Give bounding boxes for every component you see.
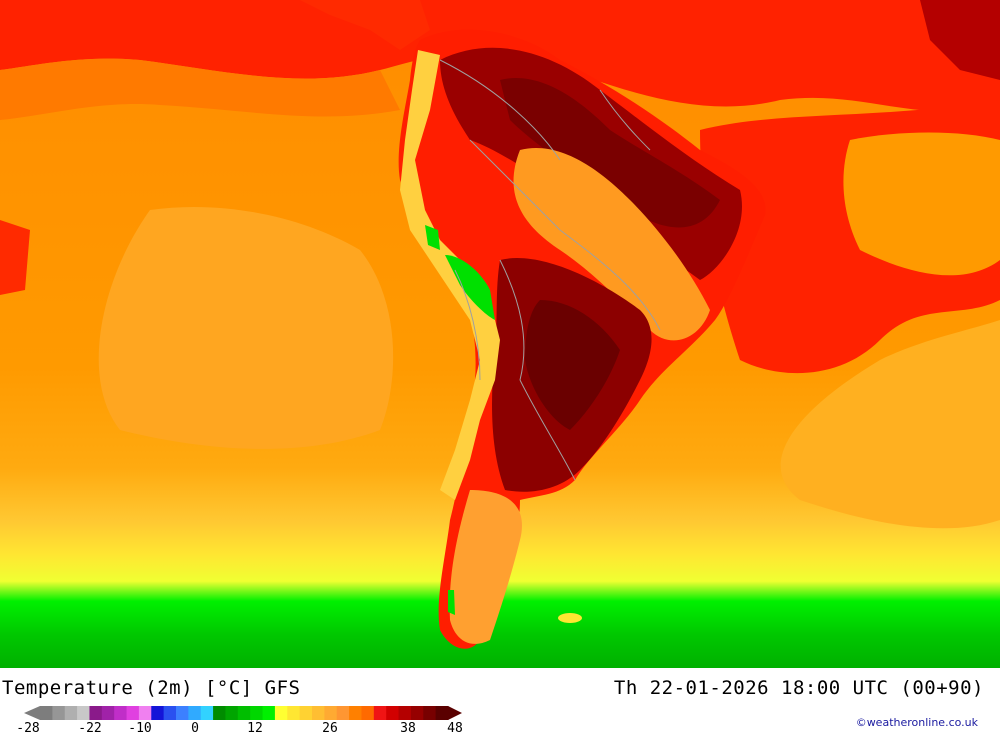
central-america [300,0,430,50]
scale-swatch [274,706,288,720]
scale-swatch [312,706,325,720]
scale-swatch [89,706,103,720]
scale-swatch [126,706,140,720]
north-orange-band [0,58,400,120]
scale-tick-label: 12 [247,721,263,733]
scale-swatch [101,706,115,720]
scale-swatch [299,706,313,720]
atlantic-mild-zone [780,320,1000,529]
scale-swatch [176,706,189,720]
scale-swatch [287,706,301,720]
falklands [558,613,582,623]
scale-swatch [324,706,338,720]
scale-arrow-right [448,706,462,720]
scale-swatch [250,706,264,720]
valid-time: Th 22-01-2026 18:00 UTC (00+90) [613,677,984,699]
scale-swatch [114,706,128,720]
scale-swatch [361,706,375,720]
scale-arrow-left [24,706,40,720]
scale-swatch [64,706,78,720]
scale-swatch [262,706,276,720]
scale-swatch [188,706,202,720]
scale-swatch [151,706,165,720]
footer-bar [0,668,1000,733]
scale-swatch [373,706,387,720]
caribbean-islands [920,0,1000,80]
andes-cold-patch-2 [425,225,440,250]
scale-tick-label: 0 [191,721,199,733]
brazil-plateau-orange [513,148,710,341]
scale-swatch [225,706,239,720]
scale-swatch [398,706,412,720]
atlantic-warm-zone [843,132,1000,276]
pacific-mild-zone [98,206,394,449]
scale-swatch [435,706,449,720]
scale-swatch [52,706,66,720]
country-borders [439,59,661,481]
andes-cold-patch-3 [448,590,455,615]
temperature-map [0,0,1000,668]
chaco-core [525,300,620,430]
scale-swatch [40,706,53,720]
patagonia-orange [449,490,522,644]
scale-tick-label: 26 [322,721,338,733]
scale-swatch [410,706,424,720]
scale-swatch [138,706,152,720]
scale-swatch [200,706,214,720]
andes-cold-patch [445,255,495,320]
scale-swatch [349,706,362,720]
scale-swatch [163,706,177,720]
scale-swatch [213,706,226,720]
scale-tick-label: 38 [400,721,416,733]
scale-tick-label: 48 [447,721,463,733]
map-title: Temperature (2m) [°C] GFS [2,677,301,699]
scale-tick-label: -10 [128,721,151,733]
color-scale-legend: -28 -22 -10 0 12 26 38 48 [16,706,463,733]
tropical-hot-band [0,0,1000,113]
scale-tick-label: -22 [78,721,101,733]
pacific-west-hot [0,220,30,295]
amazon-core [500,78,720,228]
credit-link[interactable]: ©weatheronline.co.uk [855,716,978,729]
scale-swatch [386,706,400,720]
scale-swatch [77,706,90,720]
scale-swatch [336,706,350,720]
scale-swatch [423,706,437,720]
scale-tick-label: -28 [16,721,39,733]
scale-swatch [237,706,251,720]
andes-cool-strip [400,50,500,500]
